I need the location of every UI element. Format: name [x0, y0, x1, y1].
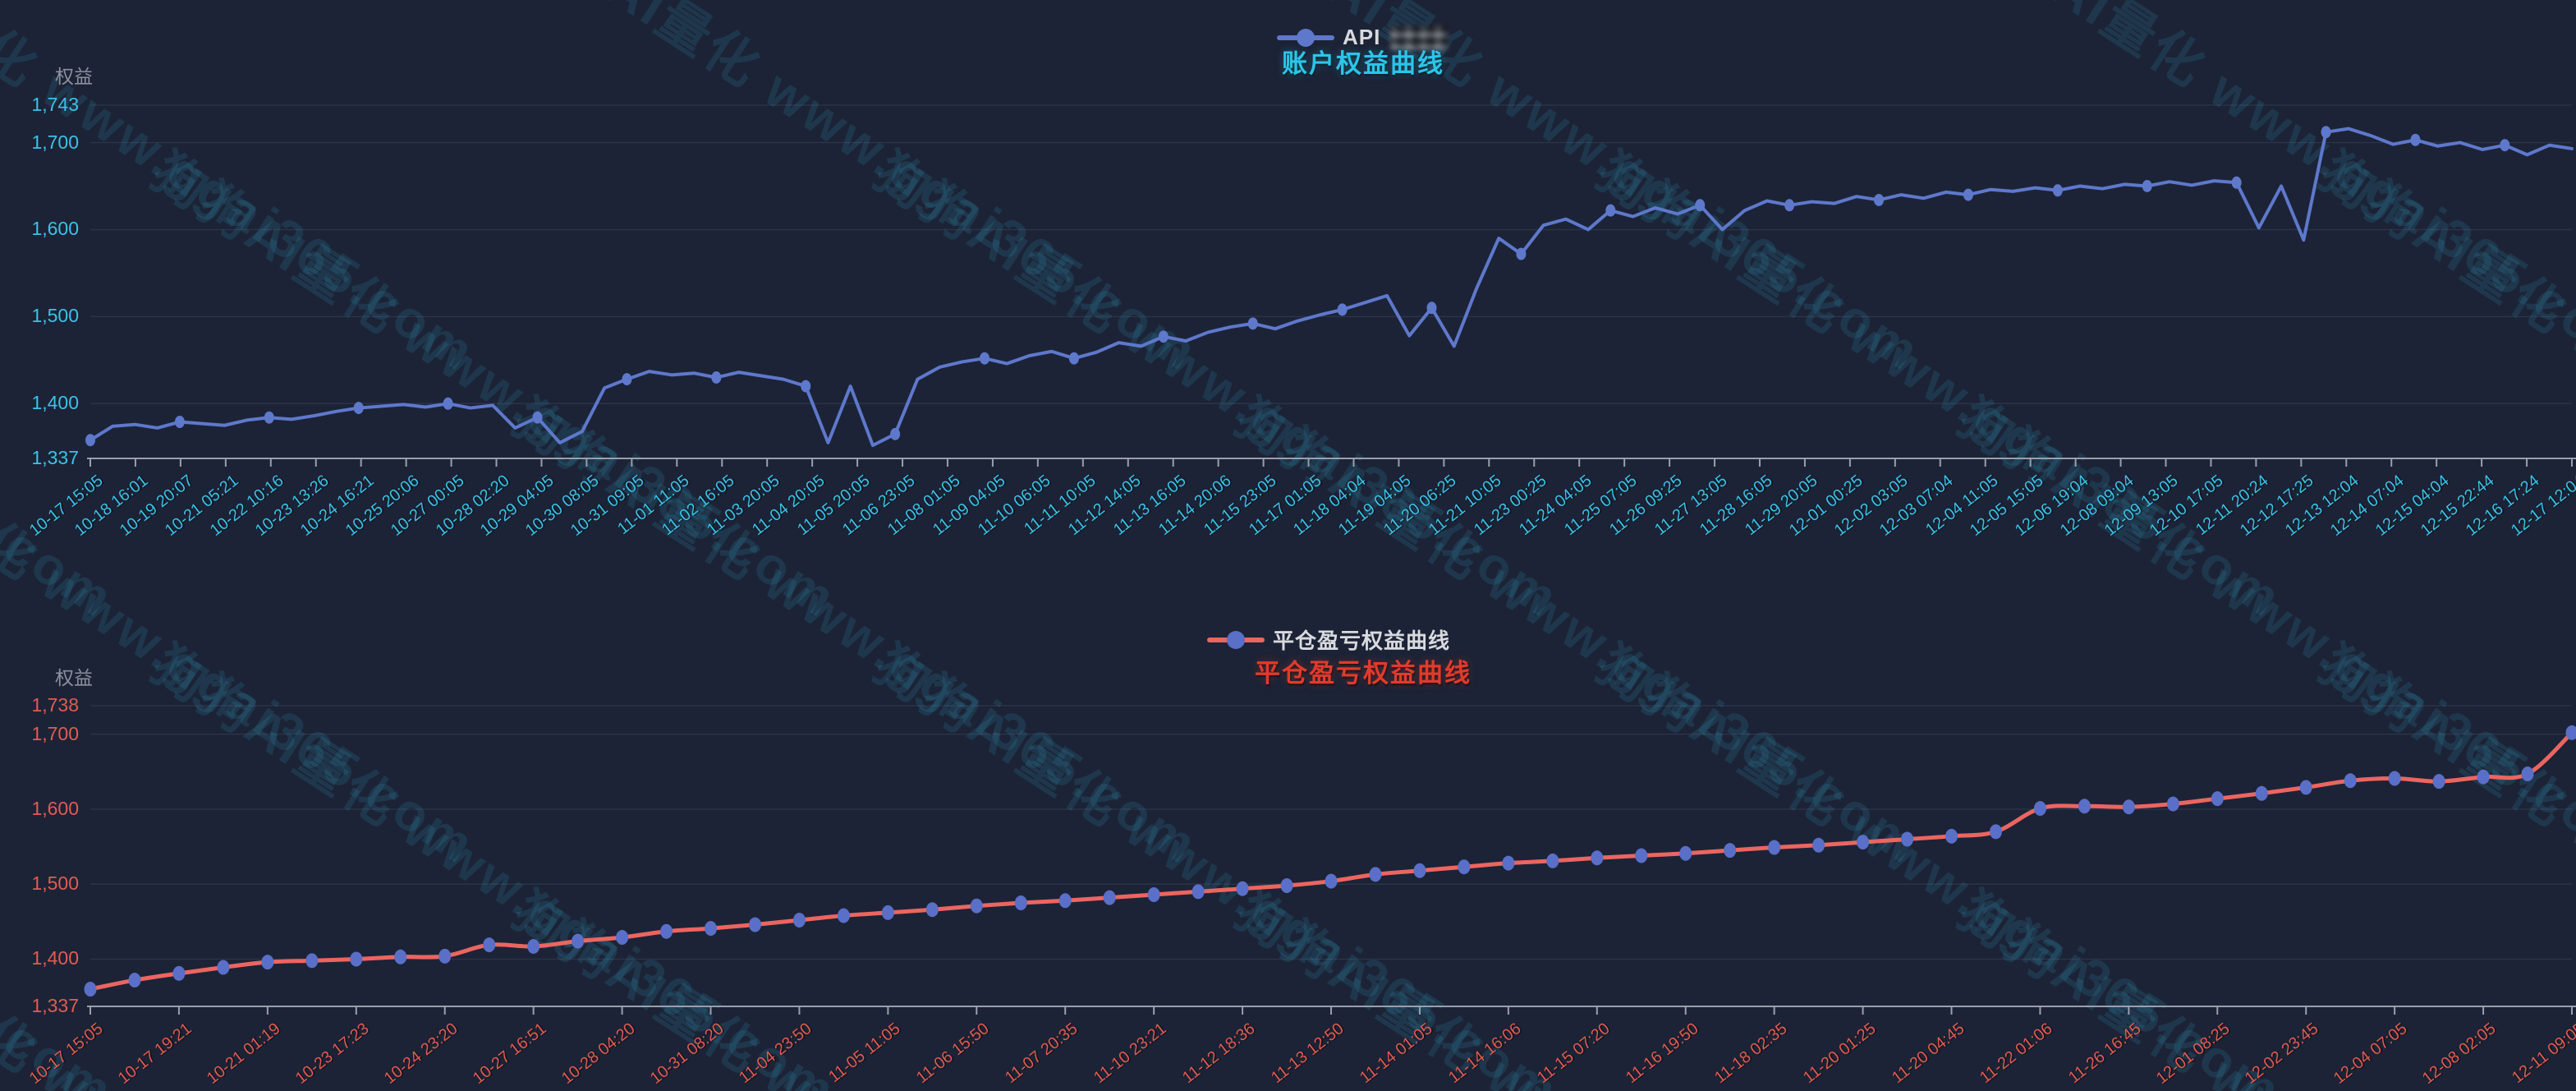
legend-pnl-series[interactable]: 平仓盈亏权益曲线 — [1207, 624, 1450, 655]
y-axis-tick-label: 1,400 — [31, 392, 79, 414]
y-axis-tick-label: 1,500 — [31, 305, 79, 327]
legend-line-dot-icon — [1207, 630, 1265, 650]
y-axis-tick-label: 1,700 — [31, 131, 79, 153]
y-axis-tick-label: 1,700 — [31, 722, 79, 744]
legend-pnl-label: 平仓盈亏权益曲线 — [1273, 628, 1451, 653]
y-axis-tick-label: 1,743 — [31, 94, 79, 115]
y-axis-tick-label: 1,337 — [31, 995, 79, 1016]
y-axis-tick-label: 1,600 — [31, 797, 79, 819]
y-axis-tick-label: 1,400 — [31, 947, 79, 969]
y-axis-tick-label: 1,337 — [31, 447, 79, 468]
y-axis-name: 权益 — [55, 667, 93, 688]
y-axis-tick-label: 1,738 — [31, 694, 79, 716]
legend-account-label: API — [1343, 25, 1381, 49]
y-axis-tick-label: 1,500 — [31, 872, 79, 895]
pnl-chart-title: 平仓盈亏权益曲线 — [1255, 659, 1472, 688]
legend-account-series[interactable]: API — [1277, 25, 1449, 50]
y-axis-tick-label: 1,600 — [31, 218, 79, 240]
y-axis-name: 权益 — [55, 66, 93, 87]
legend-line-dot-icon — [1277, 28, 1334, 48]
redacted-account-name — [1390, 25, 1449, 50]
account-chart-title: 账户权益曲线 — [1282, 49, 1444, 78]
